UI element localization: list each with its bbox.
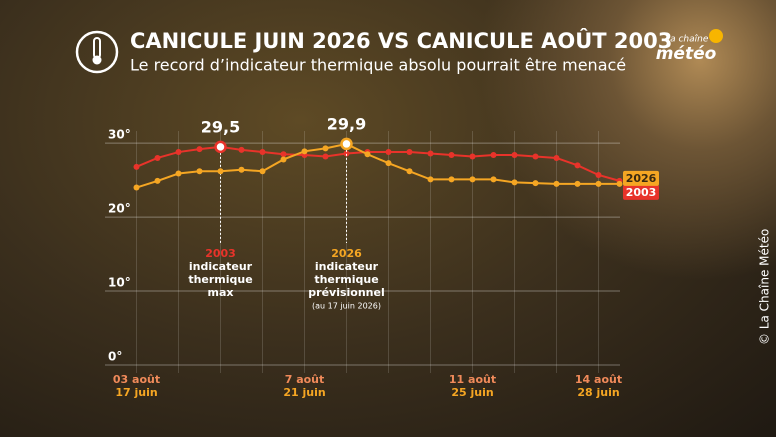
- annotation-line: 2026: [331, 247, 362, 260]
- point: [574, 162, 581, 169]
- point: [490, 152, 497, 159]
- highlight-point: [214, 140, 227, 154]
- point: [259, 168, 266, 175]
- point: [553, 180, 560, 187]
- series-tag: [623, 170, 659, 186]
- point: [385, 160, 392, 167]
- point: [301, 148, 308, 155]
- legend-label: 2026: [626, 172, 657, 185]
- point: [238, 166, 245, 173]
- x2-tick-label: 17 juin: [115, 386, 157, 399]
- point: [175, 170, 182, 177]
- annotation-line: thermique: [314, 273, 378, 286]
- point: [427, 176, 434, 183]
- y-tick-label: 0°: [108, 350, 122, 364]
- annotation-line: indicateur: [189, 260, 253, 273]
- x2-tick-label: 25 juin: [451, 386, 493, 399]
- y-tick-label: 30°: [108, 128, 131, 142]
- point: [175, 149, 182, 156]
- point: [343, 150, 350, 157]
- thermometer-icon: [75, 30, 119, 74]
- x-tick-label: 7 août: [285, 373, 325, 386]
- legend-label: 2003: [626, 186, 657, 199]
- point: [280, 156, 287, 163]
- annotation-line: prévisionnel: [308, 286, 384, 299]
- title: CANICULE JUIN 2026 VS CANICULE AOÛT 2003: [130, 28, 672, 53]
- point: [469, 176, 476, 183]
- point: [364, 151, 371, 158]
- annotation-line: 2003: [205, 247, 236, 260]
- point: [511, 179, 518, 186]
- point: [448, 176, 455, 183]
- point: [511, 152, 518, 159]
- point: [406, 149, 413, 156]
- point: [595, 171, 602, 178]
- x-tick-label: 14 août: [575, 373, 622, 386]
- point: [385, 149, 392, 156]
- annotation-line: max: [208, 286, 234, 299]
- point: [259, 149, 266, 156]
- y-tick-label: 20°: [108, 202, 131, 216]
- point: [532, 153, 539, 160]
- copyright: © La Chaîne Météo: [758, 229, 772, 345]
- value-label: 29,5: [201, 117, 240, 136]
- logo-top: la chaîne: [668, 35, 709, 45]
- series-line: [136, 145, 620, 182]
- point: [196, 146, 203, 153]
- point: [238, 146, 245, 153]
- y-tick-label: 10°: [108, 276, 131, 290]
- annotation-line: thermique: [188, 273, 252, 286]
- x-tick-label: 11 août: [449, 373, 496, 386]
- point: [154, 154, 161, 161]
- logo: la chaîne météo: [656, 29, 723, 64]
- series-line: [136, 142, 620, 189]
- value-label: 29,9: [327, 114, 366, 133]
- point: [280, 151, 287, 158]
- point: [448, 152, 455, 159]
- point: [322, 145, 329, 152]
- point: [196, 168, 203, 175]
- x2-tick-label: 21 juin: [283, 386, 325, 399]
- point: [154, 177, 161, 184]
- point: [469, 153, 476, 160]
- point: [133, 163, 140, 170]
- point: [133, 184, 140, 191]
- logo-bottom: météo: [656, 44, 717, 64]
- series-tag: [623, 184, 659, 200]
- annotation-note: (au 17 juin 2026): [312, 302, 381, 311]
- point: [553, 154, 560, 161]
- point: [490, 176, 497, 183]
- annotation-line: indicateur: [315, 260, 379, 273]
- x-tick-label: 03 août: [113, 373, 160, 386]
- x2-tick-label: 28 juin: [577, 386, 619, 399]
- point: [595, 180, 602, 187]
- point: [217, 168, 224, 175]
- point: [322, 153, 329, 160]
- point: [427, 150, 434, 157]
- point: [574, 180, 581, 187]
- point: [532, 180, 539, 187]
- point: [616, 180, 623, 187]
- point: [406, 168, 413, 175]
- subtitle: Le record d’indicateur thermique absolu …: [130, 56, 626, 75]
- highlight-point: [340, 137, 353, 151]
